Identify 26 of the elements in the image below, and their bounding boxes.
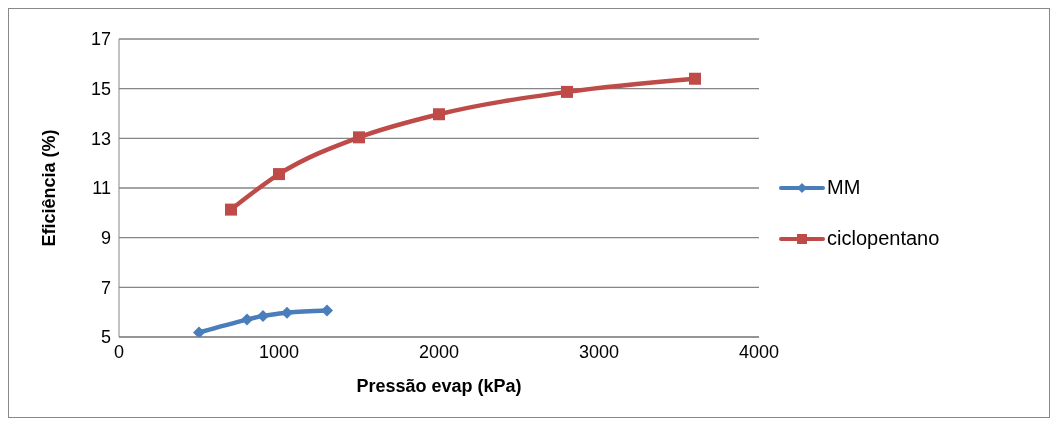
point	[241, 313, 253, 326]
y-tick-label: 5	[100, 327, 111, 348]
x-tick-label: 4000	[738, 341, 780, 362]
x-tick-label: 1000	[258, 341, 300, 362]
point	[257, 309, 269, 322]
x-tick-label: 3000	[578, 341, 620, 362]
point	[353, 131, 365, 144]
y-tick-label: 15	[90, 79, 111, 100]
point	[561, 85, 573, 98]
point	[193, 326, 205, 337]
y-tick-label: 9	[100, 228, 111, 249]
x-axis-title: Pressão evap (kPa)	[356, 376, 522, 396]
y-axis-title: Eficiência (%)	[39, 129, 60, 247]
point	[433, 108, 445, 121]
legend-label: MM	[827, 176, 861, 199]
y-tick-label: 17	[90, 29, 111, 50]
y-tick-label: 7	[100, 277, 111, 298]
point	[321, 304, 333, 317]
y-tick-label: 11	[92, 178, 111, 199]
point	[689, 72, 701, 85]
y-tick-label: 13	[90, 128, 111, 149]
legend-label: ciclopentano	[827, 227, 940, 250]
point	[225, 203, 237, 216]
point	[273, 168, 285, 181]
x-tick-label: 0	[113, 341, 125, 362]
x-tick-label: 2000	[418, 341, 460, 362]
